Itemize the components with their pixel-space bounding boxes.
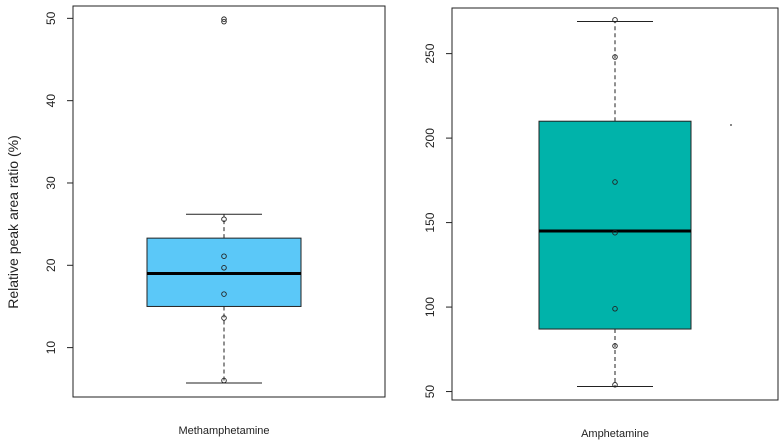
y-axis-label: Relative peak area ratio (%): [5, 135, 21, 309]
data-point-amphetamine: [612, 343, 618, 349]
data-point-amphetamine: [612, 179, 618, 185]
data-point-amphetamine: [612, 229, 618, 236]
y-tick-label-methamphetamine: 40: [44, 94, 58, 108]
y-tick-label-amphetamine: 250: [423, 43, 437, 63]
y-tick-label-amphetamine: 200: [423, 128, 437, 148]
data-point-methamphetamine: [221, 18, 227, 25]
panel-methamphetamine: 10 20 30 40 50: [44, 5, 386, 398]
data-point-amphetamine: [612, 54, 618, 60]
y-tick-label-amphetamine: 100: [423, 297, 437, 317]
data-point-methamphetamine: [221, 377, 227, 384]
category-label-methamphetamine: Methamphetamine: [178, 425, 269, 437]
data-point-amphetamine: [612, 382, 618, 388]
data-point-amphetamine: [612, 17, 618, 23]
y-tick-label-amphetamine: 50: [423, 385, 437, 399]
data-point-methamphetamine: [221, 216, 227, 222]
data-point-methamphetamine: [221, 253, 227, 259]
data-point-methamphetamine: [221, 291, 227, 297]
data-point-methamphetamine: [221, 16, 227, 22]
plot-frame-methamphetamine: [72, 5, 386, 398]
y-tick-label-methamphetamine: 20: [44, 258, 58, 272]
box-amphetamine: [538, 120, 692, 330]
plot-frame-amphetamine: [451, 7, 779, 401]
data-point-methamphetamine: [221, 265, 227, 271]
y-tick-label-methamphetamine: 10: [44, 341, 58, 355]
panel-amphetamine: 50 100 150 200 250: [423, 7, 779, 401]
y-tick-label-methamphetamine: 50: [44, 11, 58, 25]
data-point-methamphetamine: [221, 315, 227, 321]
category-label-amphetamine: Amphetamine: [581, 428, 649, 440]
y-tick-label-amphetamine: 150: [423, 212, 437, 232]
data-point-amphetamine: [612, 306, 618, 312]
y-tick-label-methamphetamine: 30: [44, 176, 58, 190]
stray-dot: [730, 124, 732, 126]
